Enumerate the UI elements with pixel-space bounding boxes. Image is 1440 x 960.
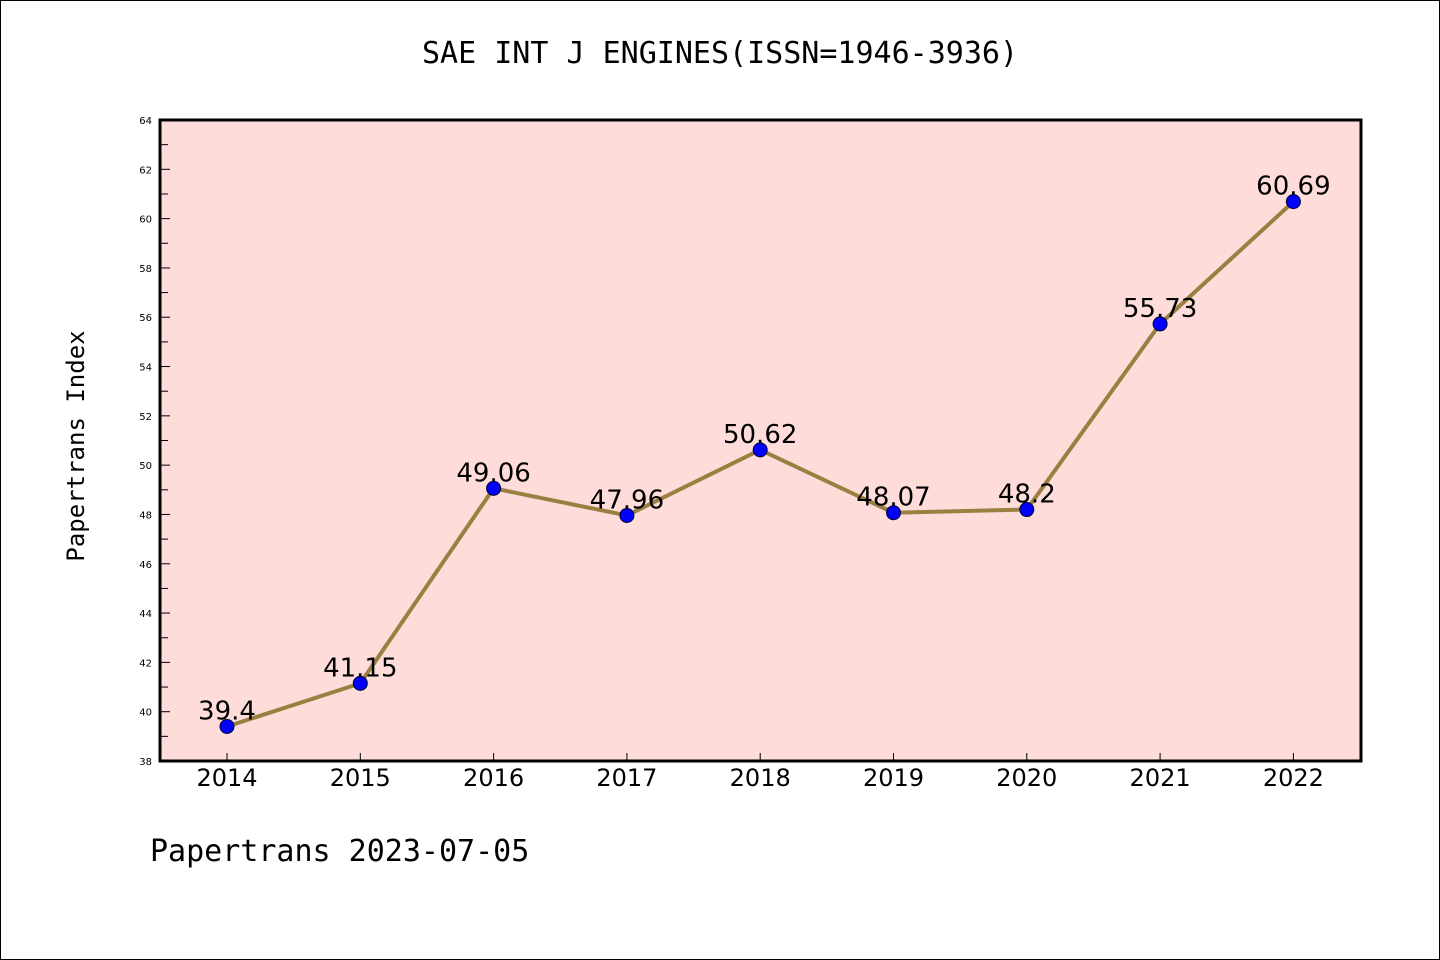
- data-label: 47.96: [590, 485, 664, 515]
- y-tick-label: 48: [139, 510, 152, 521]
- data-point: [1019, 502, 1035, 518]
- data-label: 50.62: [723, 420, 797, 450]
- data-points: [219, 194, 1301, 734]
- chart-title: SAE INT J ENGINES(ISSN=1946-3936): [421, 36, 1019, 71]
- data-label: 49.06: [456, 458, 530, 488]
- data-point: [486, 480, 502, 496]
- data-point: [1285, 194, 1301, 210]
- data-label: 55.73: [1123, 294, 1197, 324]
- x-tick-label: 2022: [1263, 764, 1324, 792]
- x-tick-label: 2015: [330, 764, 391, 792]
- y-axis-ticks: 38 40 42 44 46 48 50 52 54 56 58 60 62 64: [139, 116, 170, 768]
- y-tick-label: 60: [139, 215, 152, 226]
- y-tick-label: 40: [139, 708, 152, 719]
- data-label: 48.2: [998, 480, 1056, 510]
- x-tick-label: 2019: [863, 764, 924, 792]
- y-tick-label: 56: [139, 313, 152, 324]
- y-tick-label: 50: [139, 461, 152, 472]
- plot-area: [160, 120, 1361, 761]
- data-label: 48.07: [856, 483, 930, 513]
- data-point: [619, 507, 635, 523]
- data-label: 39.4: [198, 696, 256, 726]
- x-tick-label: 2018: [730, 764, 791, 792]
- y-tick-label: 52: [139, 412, 152, 423]
- data-point: [1152, 316, 1168, 332]
- data-point: [352, 675, 368, 691]
- data-label: 60.69: [1256, 172, 1330, 202]
- data-label: 41.15: [323, 653, 397, 683]
- footer-credit: Papertrans 2023-07-05: [150, 834, 530, 869]
- data-labels: 39.4 41.15 49.06 47.96 50.62 48.07 48.2 55.73 60…: [198, 172, 1331, 727]
- y-tick-label: 42: [139, 658, 152, 669]
- x-tick-label: 2020: [996, 764, 1057, 792]
- plot-border: [158, 118, 1363, 763]
- x-tick-label: 2014: [196, 764, 257, 792]
- y-tick-label: 62: [139, 165, 152, 176]
- y-tick-label: 58: [139, 264, 152, 275]
- y-tick-label: 38: [139, 757, 152, 768]
- data-point: [752, 442, 768, 458]
- data-point: [219, 718, 235, 734]
- data-point: [886, 505, 901, 521]
- x-axis-ticks: 2014 2015 2016 2017 2018 2019 2020 2021 2022: [196, 753, 1324, 792]
- x-tick-label: 2017: [596, 764, 657, 792]
- y-tick-label: 44: [139, 609, 152, 620]
- y-tick-label: 46: [139, 560, 152, 571]
- y-tick-label: 64: [139, 116, 152, 127]
- x-tick-label: 2016: [463, 764, 524, 792]
- y-tick-label: 54: [139, 363, 152, 374]
- x-tick-label: 2021: [1130, 764, 1191, 792]
